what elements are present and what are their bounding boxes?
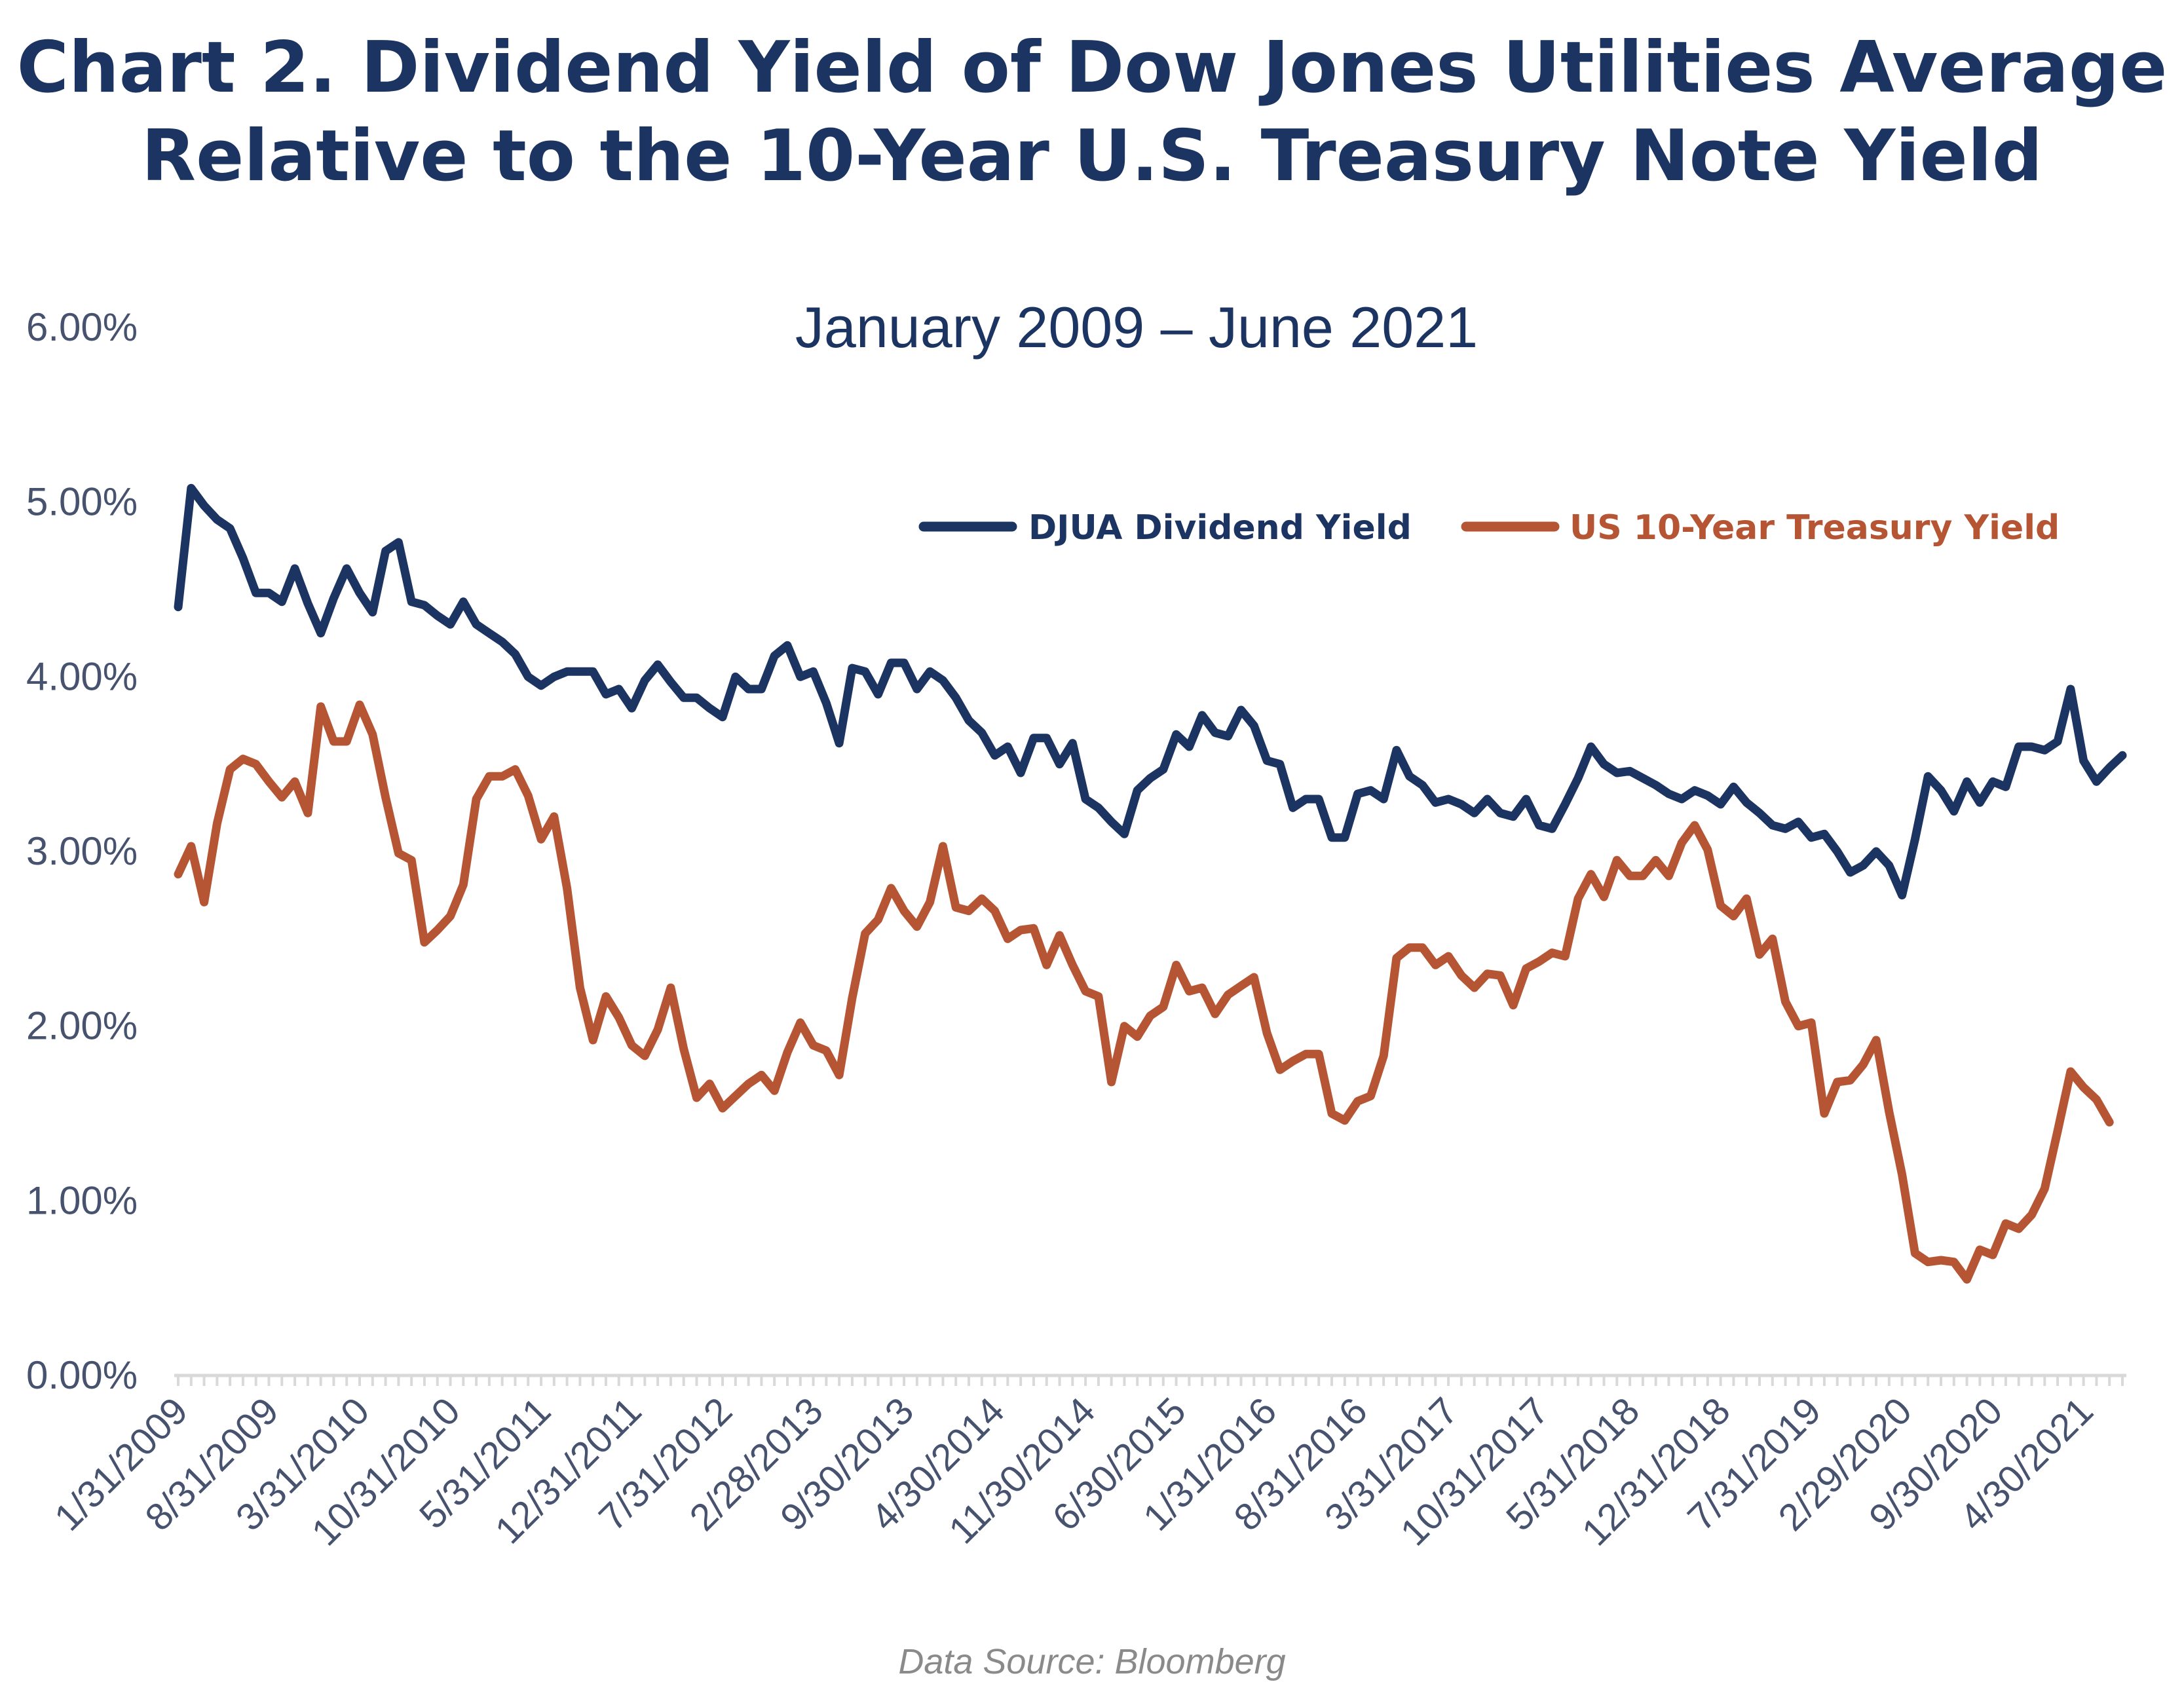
y-axis-ticks: 0.00% 1.00% 2.00% 3.00% 4.00% 5.00% 6.00%: [26, 305, 138, 1397]
legend-label-treasury: US 10-Year Treasury Yield: [1570, 508, 2060, 548]
x-axis: 1/31/20098/31/20093/31/201010/31/20105/3…: [47, 1374, 2126, 1554]
chart-title-line-1: Chart 2. Dividend Yield of Dow Jones Uti…: [17, 27, 2168, 109]
djua-dividend-yield-line: [174, 483, 2127, 900]
us-10-year-treasury-yield-line: [174, 700, 2114, 1284]
series-lines: [174, 483, 2127, 1284]
y-tick-label: 0.00%: [26, 1353, 138, 1397]
chart-subtitle: January 2009 – June 2021: [795, 295, 1478, 360]
y-tick-label: 3.00%: [26, 829, 138, 873]
y-tick-label: 2.00%: [26, 1004, 138, 1048]
y-tick-label: 1.00%: [26, 1178, 138, 1222]
y-tick-label: 4.00%: [26, 654, 138, 698]
legend-label-djua: DJUA Dividend Yield: [1028, 508, 1412, 548]
y-tick-label: 5.00%: [26, 480, 138, 524]
data-source: Data Source: Bloomberg: [898, 1642, 1285, 1681]
legend: DJUA Dividend Yield US 10-Year Treasury …: [918, 508, 2060, 548]
chart-title-line-2: Relative to the 10-Year U.S. Treasury No…: [141, 115, 2043, 197]
y-tick-label: 6.00%: [26, 305, 138, 349]
